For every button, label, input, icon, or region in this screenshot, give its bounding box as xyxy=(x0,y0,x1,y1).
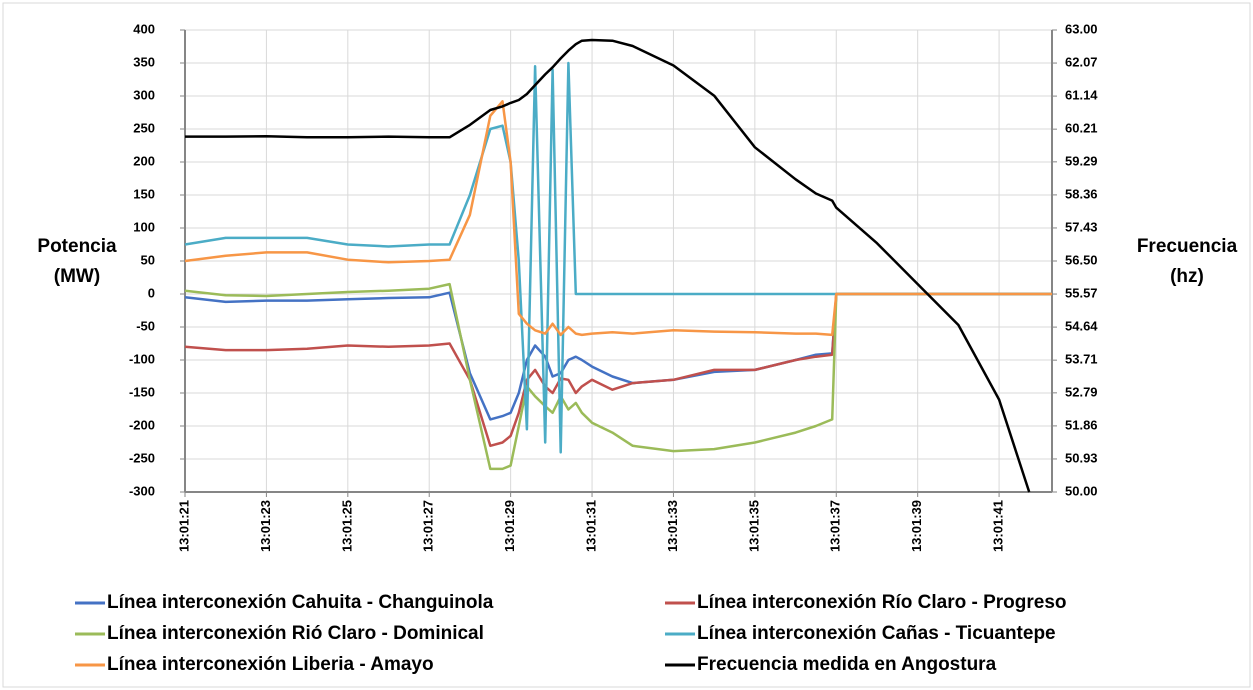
x-tick-label: 13:01:29 xyxy=(502,500,517,552)
y-tick-label: 250 xyxy=(133,120,155,135)
y2-tick-label: 56.50 xyxy=(1065,252,1098,267)
y2-tick-label: 54.64 xyxy=(1065,319,1098,334)
legend-label: Línea interconexión Cañas - Ticuantepe xyxy=(697,623,1056,644)
x-tick-label: 13:01:27 xyxy=(421,500,436,552)
y2-tick-label: 62.07 xyxy=(1065,54,1098,69)
y-tick-label: 400 xyxy=(133,21,155,36)
y-tick-label: -300 xyxy=(129,483,155,498)
y2-tick-label: 60.21 xyxy=(1065,121,1098,136)
series-line xyxy=(184,100,1052,337)
y-tick-label: 50 xyxy=(141,252,155,267)
y-axis-title: Potencia (MW) xyxy=(37,236,117,287)
legend-label: Línea interconexión Cahuita - Changuinol… xyxy=(107,592,494,613)
y2-tick-label: 50.00 xyxy=(1065,483,1098,498)
y2-tick-label: 59.29 xyxy=(1065,153,1098,168)
y-tick-label: 150 xyxy=(133,186,155,201)
x-tick-label: 13:01:33 xyxy=(665,500,680,552)
y2-axis-title: Frecuencia (hz) xyxy=(1136,236,1238,287)
x-tick-label: 13:01:23 xyxy=(258,500,273,552)
y2-tick-label: 55.57 xyxy=(1065,285,1098,300)
y-tick-label: -100 xyxy=(129,351,155,366)
y2-tick-label: 63.00 xyxy=(1065,21,1098,36)
y2-tick-label: 52.79 xyxy=(1065,384,1098,399)
x-tick-label: 13:01:25 xyxy=(339,500,354,552)
y-tick-label: -150 xyxy=(129,384,155,399)
y2-tick-label: 51.86 xyxy=(1065,417,1098,432)
x-tick-label: 13:01:21 xyxy=(176,500,191,552)
legend-label: Frecuencia medida en Angostura xyxy=(697,654,997,675)
y-tick-label: 0 xyxy=(148,285,155,300)
series-line xyxy=(184,282,1052,471)
series-line xyxy=(185,38,1031,493)
x-tick-label: 13:01:31 xyxy=(583,500,598,552)
legend-label: Línea interconexión Liberia - Amayo xyxy=(107,654,434,675)
legend-label: Línea interconexión Río Claro - Progreso xyxy=(697,592,1067,613)
legend-label: Línea interconexión Rió Claro - Dominica… xyxy=(107,623,484,644)
x-tick-label: 13:01:41 xyxy=(991,500,1006,552)
y2-tick-label: 58.36 xyxy=(1065,186,1098,201)
y2-tick-label: 53.71 xyxy=(1065,352,1098,367)
y-tick-label: -250 xyxy=(129,450,155,465)
y-tick-label: -200 xyxy=(129,417,155,432)
series-line xyxy=(184,61,1052,454)
y2-tick-label: 50.93 xyxy=(1065,450,1098,465)
series-line xyxy=(184,292,1052,448)
x-tick-label: 13:01:37 xyxy=(828,500,843,552)
x-tick-label: 13:01:35 xyxy=(746,500,761,552)
y-tick-label: 200 xyxy=(133,153,155,168)
y2-tick-label: 57.43 xyxy=(1065,219,1098,234)
y-tick-label: 100 xyxy=(133,219,155,234)
y2-tick-label: 61.14 xyxy=(1065,88,1098,103)
x-tick-label: 13:01:39 xyxy=(909,500,924,552)
y-tick-label: 300 xyxy=(133,87,155,102)
series-line xyxy=(184,291,1052,421)
y-tick-label: 350 xyxy=(133,54,155,69)
y-tick-label: -50 xyxy=(136,318,155,333)
